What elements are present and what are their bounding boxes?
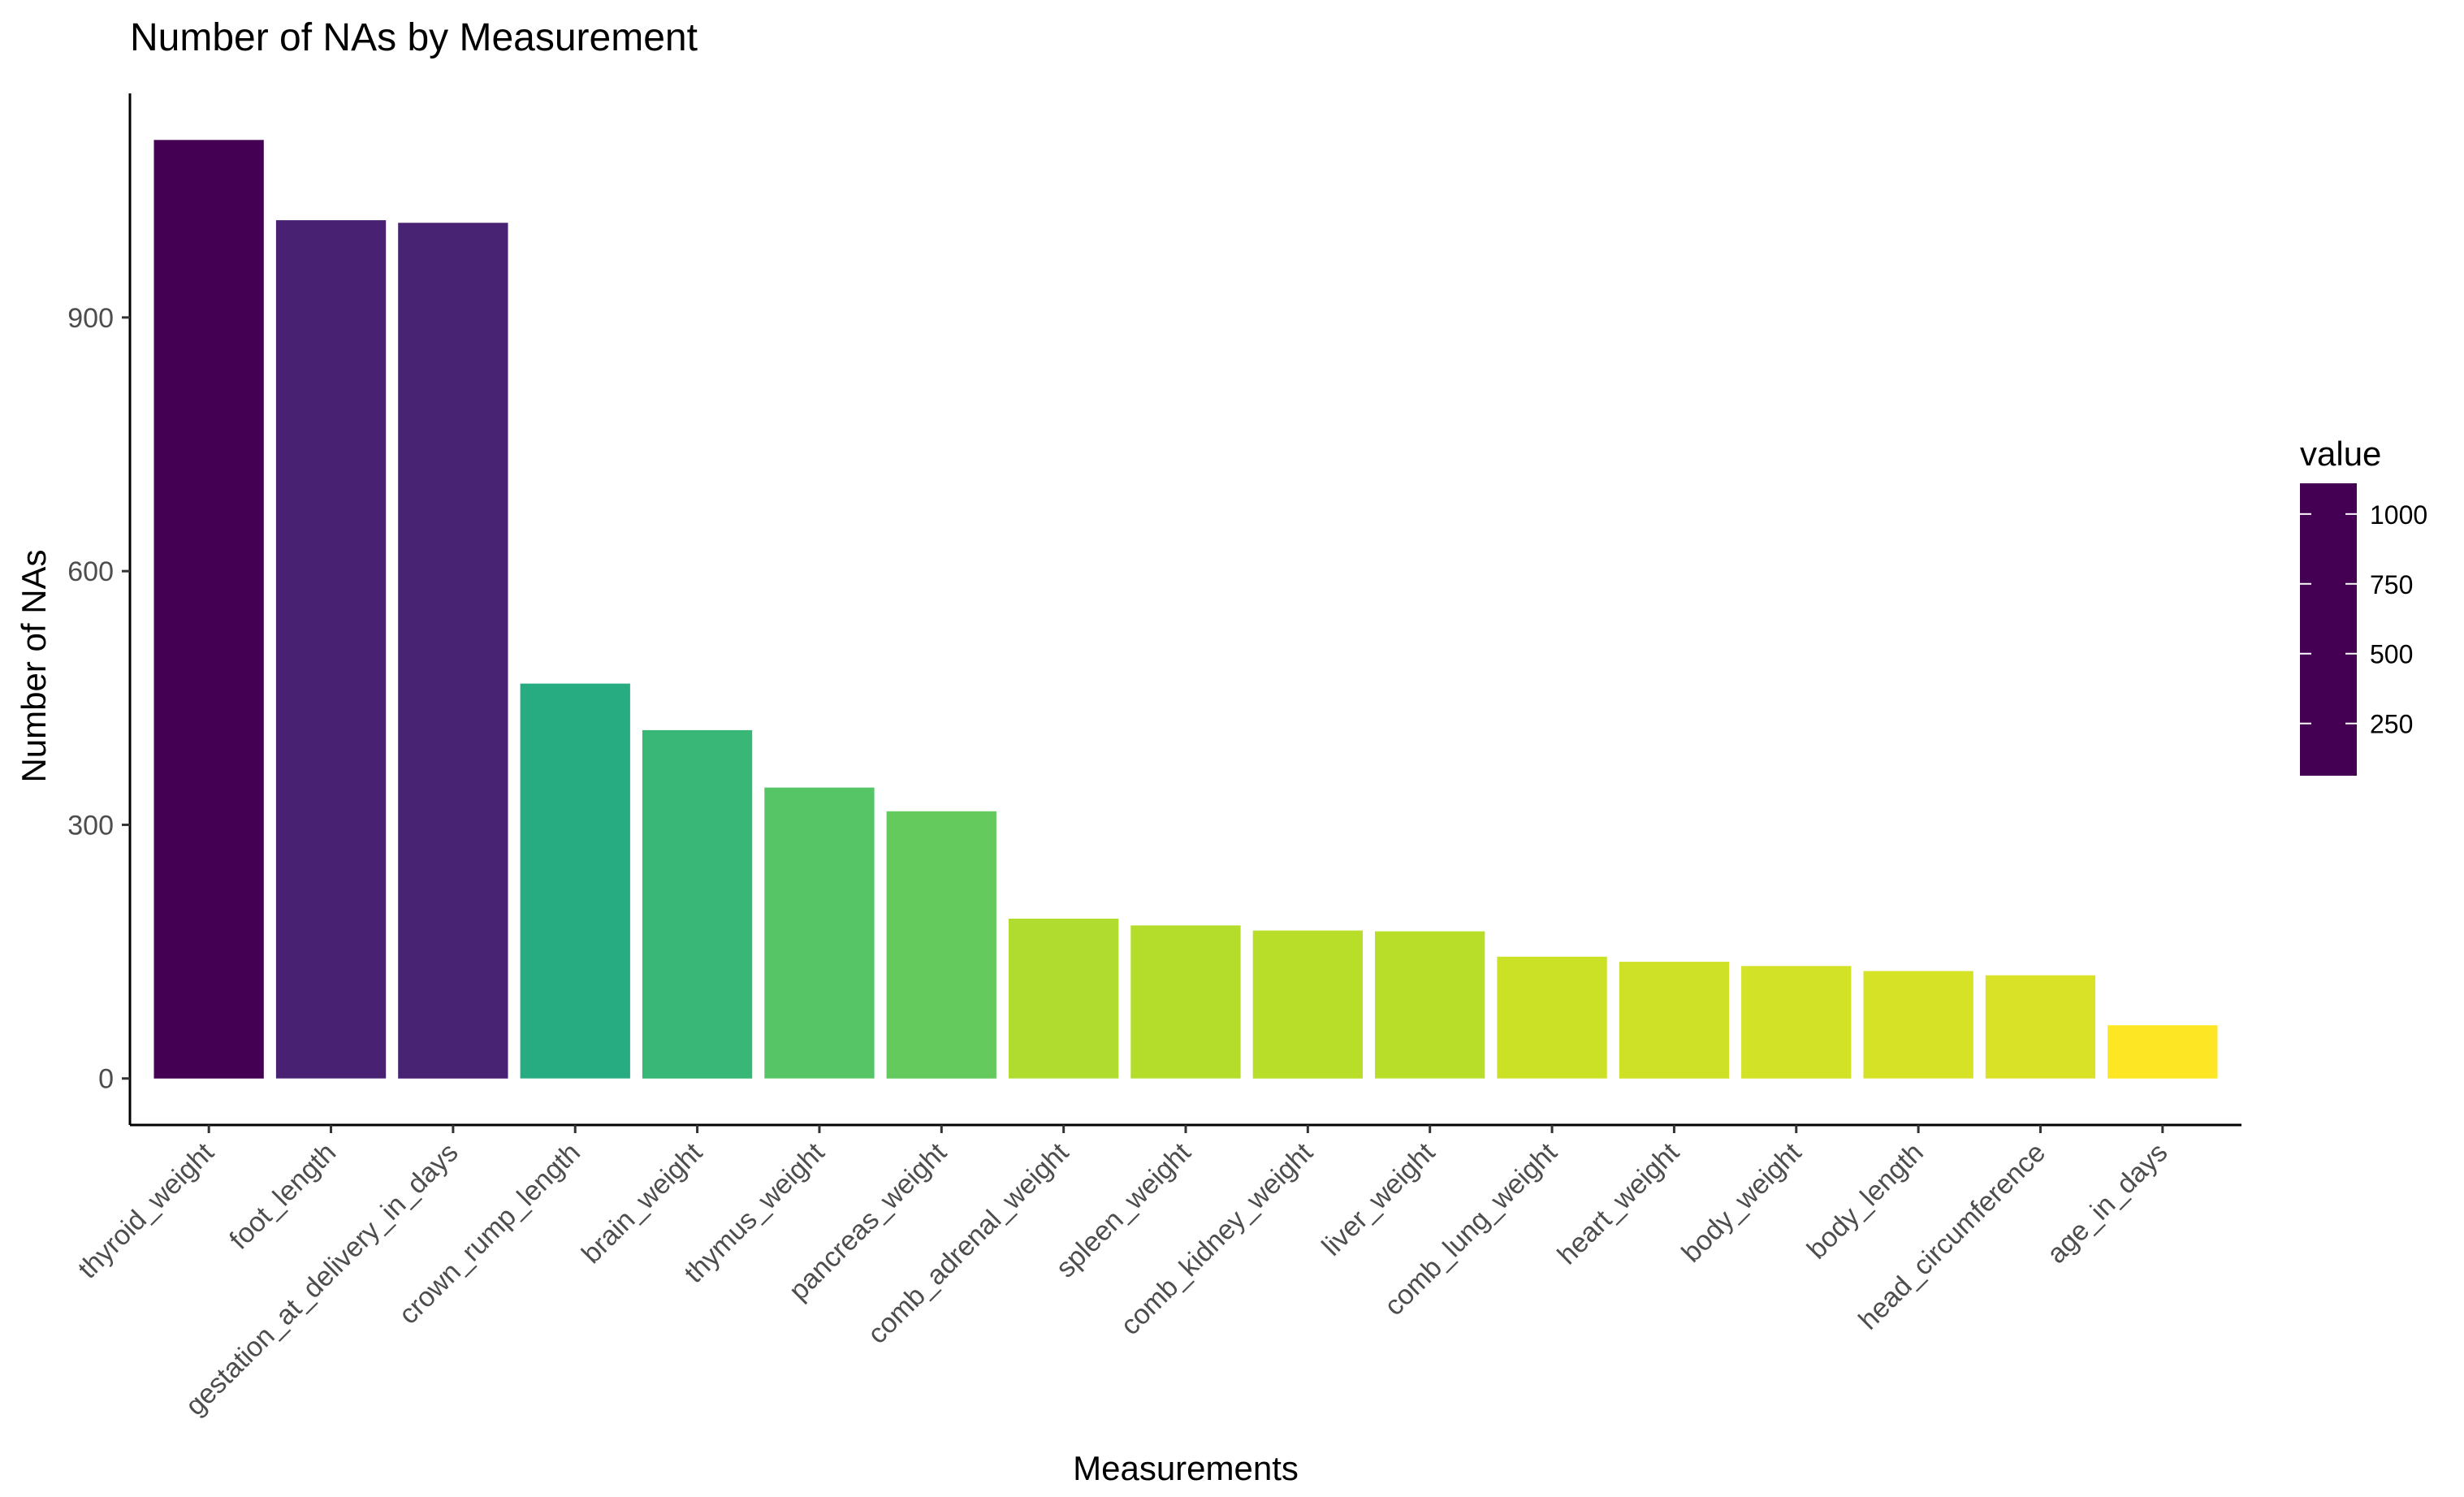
bars-group xyxy=(153,140,2218,1079)
bar-spleen-weight xyxy=(1130,925,1241,1079)
bar-brain-weight xyxy=(642,729,753,1079)
x-tick-label: comb_adrenal_weight xyxy=(862,1136,1074,1349)
bar-comb-kidney-weight xyxy=(1252,930,1363,1079)
bar-pancreas-weight xyxy=(886,811,996,1079)
x-tick-label: age_in_days xyxy=(2041,1137,2173,1270)
x-tick-label: body_weight xyxy=(1676,1136,1808,1268)
bar-gestation-at-delivery-in-days xyxy=(398,223,508,1079)
x-tick-label: liver_weight xyxy=(1316,1136,1442,1261)
bar-body-length xyxy=(1863,971,1973,1079)
bar-crown-rump-length xyxy=(520,683,630,1079)
bar-comb-lung-weight xyxy=(1497,956,1607,1079)
x-tick-label: brain_weight xyxy=(576,1136,709,1270)
x-axis: thyroid_weight foot_lengthgestation_at_de… xyxy=(72,1123,2241,1421)
y-tick-label: 900 xyxy=(67,303,114,334)
y-axis-label: Number of NAs xyxy=(15,549,53,782)
legend-title: value xyxy=(2300,435,2381,473)
bar-foot-length xyxy=(275,220,387,1079)
colorbar-tick-label: 750 xyxy=(2370,570,2413,599)
x-axis-label: Measurements xyxy=(1073,1449,1299,1487)
colorbar xyxy=(2300,483,2357,776)
bar-thyroid-weight xyxy=(153,140,264,1079)
bar-liver-weight xyxy=(1375,931,1485,1079)
colorbar-tick-label: 250 xyxy=(2370,710,2413,739)
chart-title: Number of NAs by Measurement xyxy=(130,16,698,59)
bar-comb-adrenal-weight xyxy=(1009,919,1119,1079)
bar-heart-weight xyxy=(1619,962,1730,1079)
y-tick-label: 600 xyxy=(67,556,114,587)
bar-thymus-weight xyxy=(764,787,875,1079)
colorbar-legend: value 250 500 750 1000 xyxy=(2300,435,2427,776)
y-tick-label: 0 xyxy=(98,1064,114,1095)
x-tick-label: thyroid_weight xyxy=(72,1136,220,1284)
colorbar-tick-label: 500 xyxy=(2370,640,2413,669)
y-axis: 0 300 600 900 xyxy=(67,93,132,1125)
x-tick-label: body_length xyxy=(1801,1137,1930,1266)
x-tick-label: heart_weight xyxy=(1552,1136,1686,1270)
colorbar-tick-label: 1000 xyxy=(2370,500,2427,530)
bar-head-circumference xyxy=(1985,975,2096,1079)
bar-body-weight xyxy=(1741,966,1852,1079)
x-tick-label: foot_length xyxy=(223,1137,342,1256)
y-tick-label: 300 xyxy=(67,810,114,841)
bar-age-in-days xyxy=(2107,1025,2218,1079)
